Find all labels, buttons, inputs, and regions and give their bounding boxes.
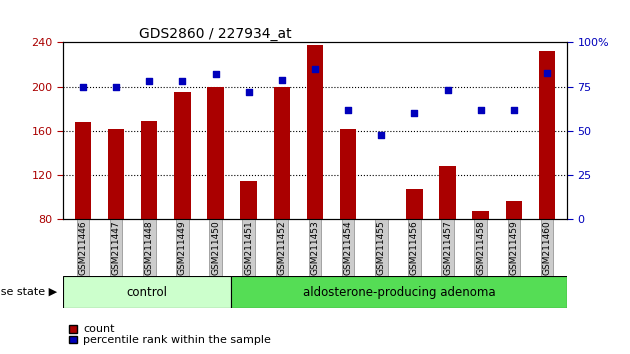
Text: percentile rank within the sample: percentile rank within the sample bbox=[83, 335, 271, 344]
Point bbox=[244, 89, 254, 95]
Point bbox=[310, 66, 320, 72]
Text: GSM211446: GSM211446 bbox=[78, 221, 88, 275]
Text: GSM211448: GSM211448 bbox=[145, 221, 154, 275]
Text: GSM211451: GSM211451 bbox=[244, 221, 253, 275]
Point bbox=[78, 84, 88, 90]
Point bbox=[144, 79, 154, 84]
Bar bbox=[74, 122, 91, 219]
Text: GSM211455: GSM211455 bbox=[377, 221, 386, 275]
Bar bbox=[506, 201, 522, 219]
Bar bbox=[174, 92, 191, 219]
Bar bbox=[108, 129, 124, 219]
Text: GSM211454: GSM211454 bbox=[343, 221, 353, 275]
Text: disease state ▶: disease state ▶ bbox=[0, 287, 57, 297]
Point bbox=[476, 107, 486, 113]
Bar bbox=[439, 166, 456, 219]
Text: GSM211449: GSM211449 bbox=[178, 221, 187, 275]
Bar bbox=[241, 181, 257, 219]
Point bbox=[210, 72, 220, 77]
Text: GSM211452: GSM211452 bbox=[277, 221, 287, 275]
Point bbox=[410, 110, 420, 116]
Bar bbox=[539, 51, 556, 219]
Point bbox=[343, 107, 353, 113]
Point bbox=[509, 107, 519, 113]
Point bbox=[443, 87, 453, 93]
Text: GSM211447: GSM211447 bbox=[112, 221, 120, 275]
Text: GSM211460: GSM211460 bbox=[542, 221, 552, 275]
Bar bbox=[207, 87, 224, 219]
Text: control: control bbox=[127, 286, 168, 298]
Point bbox=[376, 132, 386, 137]
Bar bbox=[63, 276, 231, 308]
Point bbox=[111, 84, 121, 90]
Bar bbox=[231, 276, 567, 308]
Bar bbox=[307, 45, 323, 219]
Text: aldosterone-producing adenoma: aldosterone-producing adenoma bbox=[302, 286, 495, 298]
Bar bbox=[472, 211, 489, 219]
Bar bbox=[141, 121, 158, 219]
Text: GSM211456: GSM211456 bbox=[410, 221, 419, 275]
Point bbox=[177, 79, 187, 84]
Text: GSM211457: GSM211457 bbox=[443, 221, 452, 275]
Text: GSM211453: GSM211453 bbox=[311, 221, 319, 275]
Point bbox=[277, 77, 287, 82]
Text: GDS2860 / 227934_at: GDS2860 / 227934_at bbox=[139, 28, 291, 41]
Text: GSM211458: GSM211458 bbox=[476, 221, 485, 275]
Text: GSM211450: GSM211450 bbox=[211, 221, 220, 275]
Bar bbox=[340, 129, 357, 219]
Point bbox=[542, 70, 552, 75]
Text: GSM211459: GSM211459 bbox=[510, 221, 518, 275]
Bar bbox=[406, 188, 423, 219]
Text: count: count bbox=[83, 324, 115, 334]
Bar bbox=[273, 87, 290, 219]
